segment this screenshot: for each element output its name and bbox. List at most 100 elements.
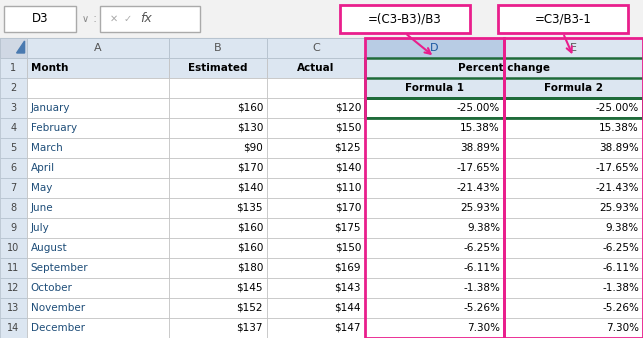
Bar — [0, 98, 26, 118]
Bar — [504, 38, 643, 58]
Text: 4: 4 — [10, 123, 16, 133]
Text: 10: 10 — [7, 243, 19, 253]
Bar — [169, 258, 267, 278]
Text: $150: $150 — [334, 243, 361, 253]
Bar — [169, 198, 267, 218]
Bar — [504, 318, 643, 338]
Text: 11: 11 — [7, 263, 19, 273]
Text: Percent change: Percent change — [458, 63, 550, 73]
Bar — [169, 78, 267, 98]
Text: 6: 6 — [10, 163, 16, 173]
Text: fx: fx — [140, 13, 152, 25]
Text: D3: D3 — [32, 13, 48, 25]
Bar — [0, 58, 26, 78]
Bar — [0, 78, 26, 98]
Text: 15.38%: 15.38% — [599, 123, 639, 133]
Text: $130: $130 — [237, 123, 263, 133]
Bar — [267, 138, 365, 158]
Text: $135: $135 — [237, 203, 263, 213]
Bar — [26, 218, 169, 238]
Text: 12: 12 — [7, 283, 19, 293]
Text: $180: $180 — [237, 263, 263, 273]
Bar — [498, 5, 628, 33]
Text: $170: $170 — [334, 203, 361, 213]
Text: February: February — [31, 123, 77, 133]
Bar — [365, 98, 504, 118]
Text: $145: $145 — [237, 283, 263, 293]
Text: -1.38%: -1.38% — [602, 283, 639, 293]
Text: August: August — [31, 243, 68, 253]
Bar — [169, 158, 267, 178]
Text: 8: 8 — [10, 203, 16, 213]
Bar — [26, 258, 169, 278]
Bar — [365, 138, 504, 158]
Text: ✕: ✕ — [110, 14, 118, 24]
Bar — [365, 118, 504, 138]
Text: September: September — [31, 263, 88, 273]
Bar — [26, 98, 169, 118]
Text: 7.30%: 7.30% — [467, 323, 500, 333]
Polygon shape — [17, 41, 24, 53]
Text: =(C3-B3)/B3: =(C3-B3)/B3 — [368, 13, 442, 25]
Text: $90: $90 — [243, 143, 263, 153]
Bar — [365, 218, 504, 238]
Bar — [365, 98, 504, 118]
Text: A: A — [94, 43, 102, 53]
Bar — [0, 258, 26, 278]
Text: -6.11%: -6.11% — [602, 263, 639, 273]
Text: 25.93%: 25.93% — [599, 203, 639, 213]
Bar — [267, 238, 365, 258]
Text: $110: $110 — [334, 183, 361, 193]
Bar — [267, 38, 365, 58]
Bar — [267, 278, 365, 298]
Text: Formula 1: Formula 1 — [405, 83, 464, 93]
Text: 1: 1 — [10, 63, 16, 73]
Bar — [504, 258, 643, 278]
Bar — [504, 158, 643, 178]
Bar — [26, 158, 169, 178]
Text: C: C — [312, 43, 320, 53]
Text: Estimated: Estimated — [188, 63, 248, 73]
Text: 9.38%: 9.38% — [467, 223, 500, 233]
Text: $152: $152 — [237, 303, 263, 313]
Bar — [504, 278, 643, 298]
Text: -17.65%: -17.65% — [595, 163, 639, 173]
Text: -6.25%: -6.25% — [602, 243, 639, 253]
Text: 15.38%: 15.38% — [460, 123, 500, 133]
Text: $143: $143 — [334, 283, 361, 293]
Bar — [169, 318, 267, 338]
Text: 5: 5 — [10, 143, 17, 153]
Bar — [0, 0, 643, 38]
Bar — [26, 118, 169, 138]
Text: -21.43%: -21.43% — [457, 183, 500, 193]
Text: January: January — [31, 103, 70, 113]
Bar — [100, 6, 200, 32]
Text: 9: 9 — [10, 223, 16, 233]
Text: 38.89%: 38.89% — [460, 143, 500, 153]
Bar — [365, 58, 643, 78]
Bar — [504, 198, 643, 218]
Bar — [365, 38, 504, 58]
Bar — [4, 6, 76, 32]
Text: $160: $160 — [237, 223, 263, 233]
Bar — [0, 178, 26, 198]
Bar — [365, 318, 504, 338]
Bar — [365, 198, 504, 218]
Bar — [26, 298, 169, 318]
Bar — [267, 98, 365, 118]
Bar — [504, 98, 643, 118]
Text: 38.89%: 38.89% — [599, 143, 639, 153]
Text: Formula 2: Formula 2 — [544, 83, 603, 93]
Text: $170: $170 — [237, 163, 263, 173]
Text: 9.38%: 9.38% — [606, 223, 639, 233]
Bar — [267, 218, 365, 238]
Text: -5.26%: -5.26% — [602, 303, 639, 313]
Text: $120: $120 — [334, 103, 361, 113]
Bar — [267, 258, 365, 278]
Text: 13: 13 — [7, 303, 19, 313]
Bar — [169, 118, 267, 138]
Text: -6.25%: -6.25% — [463, 243, 500, 253]
Text: March: March — [31, 143, 62, 153]
Bar — [0, 318, 26, 338]
Bar — [169, 278, 267, 298]
